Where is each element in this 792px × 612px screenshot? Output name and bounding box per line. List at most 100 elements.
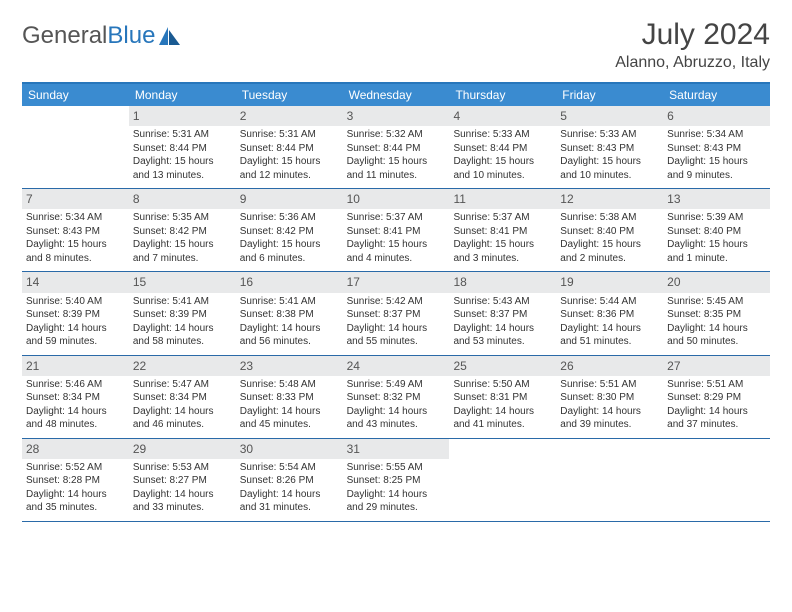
sunset-text: Sunset: 8:40 PM [560,225,659,239]
day-number: 3 [343,106,450,126]
day-body: Sunrise: 5:42 AMSunset: 8:37 PMDaylight:… [343,293,450,355]
day-cell: 23Sunrise: 5:48 AMSunset: 8:33 PMDayligh… [236,356,343,438]
day-body: Sunrise: 5:33 AMSunset: 8:44 PMDaylight:… [449,126,556,188]
day-cell: 5Sunrise: 5:33 AMSunset: 8:43 PMDaylight… [556,106,663,188]
day-number: 7 [22,189,129,209]
day-number: 5 [556,106,663,126]
daylight-text: Daylight: 14 hours and 45 minutes. [240,405,339,432]
day-number: 2 [236,106,343,126]
brand-text-2: Blue [107,22,155,49]
sunset-text: Sunset: 8:37 PM [453,308,552,322]
sunrise-text: Sunrise: 5:35 AM [133,211,232,225]
day-number: 26 [556,356,663,376]
week-row: 28Sunrise: 5:52 AMSunset: 8:28 PMDayligh… [22,439,770,522]
day-cell: 21Sunrise: 5:46 AMSunset: 8:34 PMDayligh… [22,356,129,438]
title-block: July 2024 Alanno, Abruzzo, Italy [615,18,770,78]
day-number: 27 [663,356,770,376]
day-number: 8 [129,189,236,209]
day-body: Sunrise: 5:40 AMSunset: 8:39 PMDaylight:… [22,293,129,355]
day-cell: 13Sunrise: 5:39 AMSunset: 8:40 PMDayligh… [663,189,770,271]
sunrise-text: Sunrise: 5:49 AM [347,378,446,392]
day-number: 12 [556,189,663,209]
daylight-text: Daylight: 15 hours and 3 minutes. [453,238,552,265]
sunrise-text: Sunrise: 5:47 AM [133,378,232,392]
day-cell: 15Sunrise: 5:41 AMSunset: 8:39 PMDayligh… [129,272,236,354]
day-body: Sunrise: 5:41 AMSunset: 8:39 PMDaylight:… [129,293,236,355]
day-number [22,106,129,126]
sunrise-text: Sunrise: 5:51 AM [560,378,659,392]
brand-logo: GeneralBlue [22,24,181,48]
daylight-text: Daylight: 15 hours and 10 minutes. [453,155,552,182]
sunset-text: Sunset: 8:44 PM [133,142,232,156]
day-cell: 18Sunrise: 5:43 AMSunset: 8:37 PMDayligh… [449,272,556,354]
sunrise-text: Sunrise: 5:51 AM [667,378,766,392]
day-number: 28 [22,439,129,459]
weeks-container: 1Sunrise: 5:31 AMSunset: 8:44 PMDaylight… [22,106,770,522]
weekday-header: Tuesday [236,84,343,106]
week-row: 14Sunrise: 5:40 AMSunset: 8:39 PMDayligh… [22,272,770,355]
sunset-text: Sunset: 8:43 PM [560,142,659,156]
day-number [663,439,770,459]
day-number: 4 [449,106,556,126]
sunrise-text: Sunrise: 5:55 AM [347,461,446,475]
day-body: Sunrise: 5:53 AMSunset: 8:27 PMDaylight:… [129,459,236,521]
day-body: Sunrise: 5:31 AMSunset: 8:44 PMDaylight:… [129,126,236,188]
sunset-text: Sunset: 8:39 PM [26,308,125,322]
sunset-text: Sunset: 8:40 PM [667,225,766,239]
daylight-text: Daylight: 14 hours and 48 minutes. [26,405,125,432]
daylight-text: Daylight: 14 hours and 58 minutes. [133,322,232,349]
sunrise-text: Sunrise: 5:32 AM [347,128,446,142]
weekday-header: Friday [556,84,663,106]
sunset-text: Sunset: 8:36 PM [560,308,659,322]
day-body [449,459,556,467]
day-cell: 14Sunrise: 5:40 AMSunset: 8:39 PMDayligh… [22,272,129,354]
day-cell: 7Sunrise: 5:34 AMSunset: 8:43 PMDaylight… [22,189,129,271]
day-body: Sunrise: 5:50 AMSunset: 8:31 PMDaylight:… [449,376,556,438]
sunset-text: Sunset: 8:41 PM [453,225,552,239]
day-number: 19 [556,272,663,292]
day-number: 16 [236,272,343,292]
daylight-text: Daylight: 14 hours and 29 minutes. [347,488,446,515]
daylight-text: Daylight: 14 hours and 56 minutes. [240,322,339,349]
sunset-text: Sunset: 8:31 PM [453,391,552,405]
daylight-text: Daylight: 14 hours and 35 minutes. [26,488,125,515]
day-cell: 31Sunrise: 5:55 AMSunset: 8:25 PMDayligh… [343,439,450,521]
sail-icon [159,27,181,45]
day-body: Sunrise: 5:41 AMSunset: 8:38 PMDaylight:… [236,293,343,355]
day-cell: 27Sunrise: 5:51 AMSunset: 8:29 PMDayligh… [663,356,770,438]
day-cell: 19Sunrise: 5:44 AMSunset: 8:36 PMDayligh… [556,272,663,354]
day-number: 21 [22,356,129,376]
sunset-text: Sunset: 8:39 PM [133,308,232,322]
week-row: 7Sunrise: 5:34 AMSunset: 8:43 PMDaylight… [22,189,770,272]
weekday-header: Wednesday [343,84,450,106]
sunrise-text: Sunrise: 5:41 AM [240,295,339,309]
daylight-text: Daylight: 14 hours and 55 minutes. [347,322,446,349]
day-number: 14 [22,272,129,292]
weekday-header: Monday [129,84,236,106]
day-number: 15 [129,272,236,292]
sunrise-text: Sunrise: 5:38 AM [560,211,659,225]
sunset-text: Sunset: 8:44 PM [453,142,552,156]
day-cell: 10Sunrise: 5:37 AMSunset: 8:41 PMDayligh… [343,189,450,271]
day-cell: 8Sunrise: 5:35 AMSunset: 8:42 PMDaylight… [129,189,236,271]
week-row: 21Sunrise: 5:46 AMSunset: 8:34 PMDayligh… [22,356,770,439]
day-body: Sunrise: 5:47 AMSunset: 8:34 PMDaylight:… [129,376,236,438]
day-body: Sunrise: 5:38 AMSunset: 8:40 PMDaylight:… [556,209,663,271]
daylight-text: Daylight: 14 hours and 37 minutes. [667,405,766,432]
page-subtitle: Alanno, Abruzzo, Italy [615,54,770,72]
day-body: Sunrise: 5:51 AMSunset: 8:29 PMDaylight:… [663,376,770,438]
day-number [556,439,663,459]
day-number: 1 [129,106,236,126]
sunset-text: Sunset: 8:43 PM [667,142,766,156]
sunset-text: Sunset: 8:28 PM [26,474,125,488]
day-cell: 22Sunrise: 5:47 AMSunset: 8:34 PMDayligh… [129,356,236,438]
day-cell: 25Sunrise: 5:50 AMSunset: 8:31 PMDayligh… [449,356,556,438]
brand-text: GeneralBlue [22,24,155,48]
daylight-text: Daylight: 15 hours and 4 minutes. [347,238,446,265]
day-number: 31 [343,439,450,459]
day-body: Sunrise: 5:46 AMSunset: 8:34 PMDaylight:… [22,376,129,438]
day-number: 10 [343,189,450,209]
day-cell [22,106,129,188]
daylight-text: Daylight: 15 hours and 13 minutes. [133,155,232,182]
day-number: 20 [663,272,770,292]
